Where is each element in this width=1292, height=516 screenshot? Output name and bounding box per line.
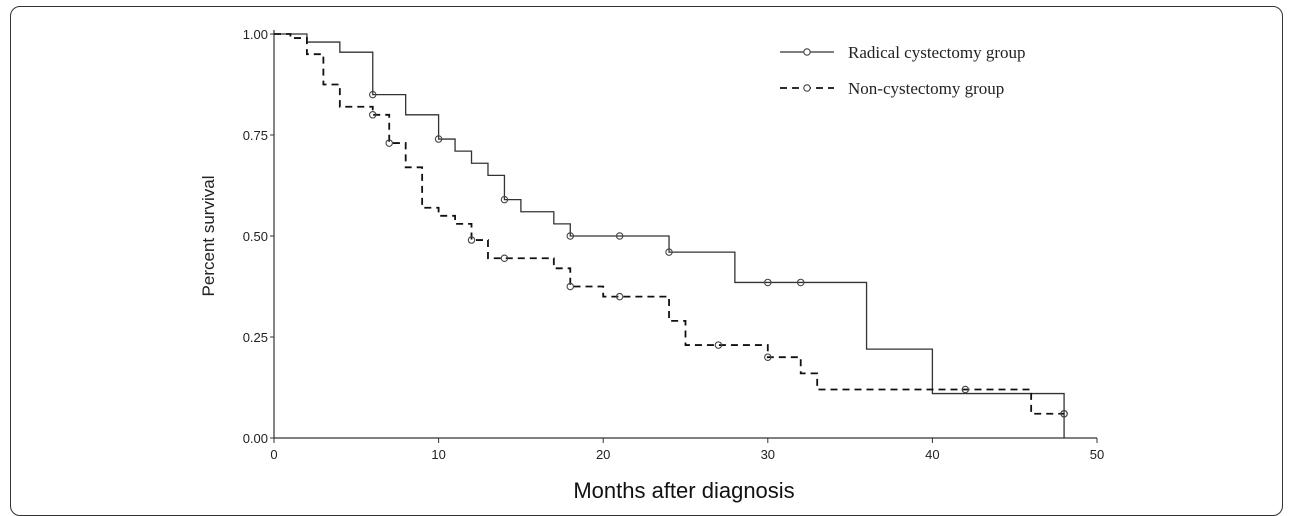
censor-marker — [385, 139, 393, 147]
y-tick-label: 1.00 — [243, 27, 268, 42]
legend-label: Radical cystectomy group — [848, 43, 1026, 62]
km-curve-non-cystectomy — [274, 33, 1065, 415]
censor-marker — [764, 278, 772, 287]
x-tick-label: 20 — [596, 447, 610, 462]
y-axis-label: Percent survival — [199, 176, 218, 297]
censor-marker — [796, 278, 805, 287]
censor-marker — [434, 135, 443, 143]
legend-swatch-marker — [803, 84, 811, 92]
series-lines — [274, 33, 1065, 438]
censor-marker — [764, 353, 772, 361]
tick-labels: 0 10 20 30 40 50 0.00 0.25 0.50 0.75 1.00 — [243, 27, 1105, 462]
censor-marker — [500, 195, 509, 204]
y-tick-label: 0.00 — [243, 431, 268, 446]
censor-markers — [369, 90, 1068, 418]
x-axis-label: Months after diagnosis — [573, 478, 794, 503]
x-tick-label: 30 — [761, 447, 775, 462]
censor-marker — [369, 111, 377, 119]
x-tick-label: 50 — [1090, 447, 1104, 462]
censor-marker — [1060, 410, 1068, 418]
y-tick-label: 0.75 — [243, 128, 268, 143]
legend-label: Non-cystectomy group — [848, 79, 1004, 98]
censor-marker — [467, 236, 476, 244]
censor-marker — [714, 341, 723, 349]
censor-marker — [961, 385, 970, 394]
censor-marker — [500, 254, 509, 262]
y-tick-label: 0.50 — [243, 229, 268, 244]
x-tick-label: 40 — [925, 447, 939, 462]
censor-marker — [665, 248, 673, 256]
x-tick-label: 10 — [431, 447, 445, 462]
y-tick-label: 0.25 — [243, 330, 268, 345]
censor-marker — [369, 90, 377, 99]
censor-marker — [566, 232, 575, 240]
censor-marker — [615, 232, 624, 240]
axes — [270, 30, 1098, 443]
censor-marker — [566, 282, 575, 291]
legend-swatch-marker — [803, 48, 811, 56]
x-tick-label: 0 — [270, 447, 277, 462]
km-curve-radical-cystectomy — [274, 33, 1065, 438]
legend: Radical cystectomy group Non-cystectomy g… — [780, 43, 1026, 98]
censor-marker — [615, 292, 624, 301]
